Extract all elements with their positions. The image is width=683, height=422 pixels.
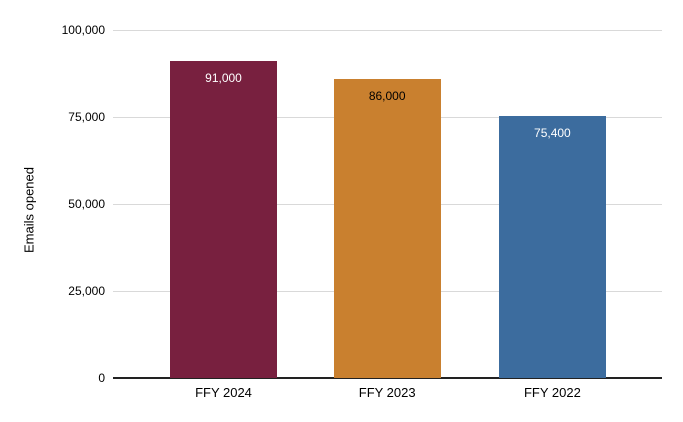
y-tick-label: 100,000 — [61, 22, 105, 37]
bar-ffy-2023 — [333, 78, 441, 378]
bar-value-label: 86,000 — [368, 88, 406, 103]
bar-value-label: 91,000 — [205, 71, 242, 86]
x-axis-line — [113, 377, 662, 379]
y-tick-label: 75,000 — [68, 109, 105, 124]
bar-ffy-2024 — [170, 61, 277, 378]
x-tick-label: FFY 2023 — [358, 385, 416, 400]
bar-ffy-2022 — [498, 115, 606, 378]
y-tick-label: 25,000 — [68, 283, 105, 298]
x-tick-label: FFY 2022 — [523, 385, 581, 400]
y-tick-label: 50,000 — [68, 196, 105, 211]
gridline — [113, 30, 662, 31]
y-tick-label: 0 — [98, 370, 105, 385]
bar-value-label: 75,400 — [534, 125, 571, 140]
x-tick-label: FFY 2024 — [195, 385, 252, 400]
